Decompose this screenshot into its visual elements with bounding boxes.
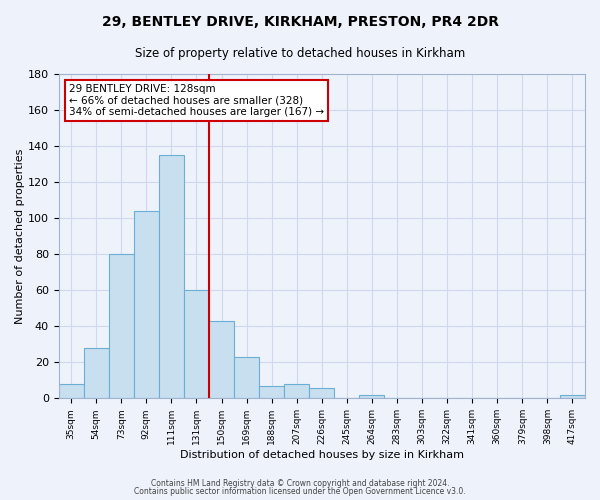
Text: 29, BENTLEY DRIVE, KIRKHAM, PRESTON, PR4 2DR: 29, BENTLEY DRIVE, KIRKHAM, PRESTON, PR4… bbox=[101, 15, 499, 29]
Bar bbox=[184, 290, 209, 399]
Bar bbox=[83, 348, 109, 399]
Text: Contains HM Land Registry data © Crown copyright and database right 2024.: Contains HM Land Registry data © Crown c… bbox=[151, 478, 449, 488]
Bar bbox=[59, 384, 83, 398]
Text: Size of property relative to detached houses in Kirkham: Size of property relative to detached ho… bbox=[135, 48, 465, 60]
Y-axis label: Number of detached properties: Number of detached properties bbox=[15, 148, 25, 324]
Bar bbox=[560, 394, 585, 398]
Bar bbox=[259, 386, 284, 398]
Bar bbox=[234, 357, 259, 399]
X-axis label: Distribution of detached houses by size in Kirkham: Distribution of detached houses by size … bbox=[180, 450, 464, 460]
Bar bbox=[159, 155, 184, 398]
Bar bbox=[309, 388, 334, 398]
Text: Contains public sector information licensed under the Open Government Licence v3: Contains public sector information licen… bbox=[134, 487, 466, 496]
Bar bbox=[109, 254, 134, 398]
Bar bbox=[284, 384, 309, 398]
Bar bbox=[134, 211, 159, 398]
Bar bbox=[209, 321, 234, 398]
Bar bbox=[359, 394, 385, 398]
Text: 29 BENTLEY DRIVE: 128sqm
← 66% of detached houses are smaller (328)
34% of semi-: 29 BENTLEY DRIVE: 128sqm ← 66% of detach… bbox=[69, 84, 324, 117]
